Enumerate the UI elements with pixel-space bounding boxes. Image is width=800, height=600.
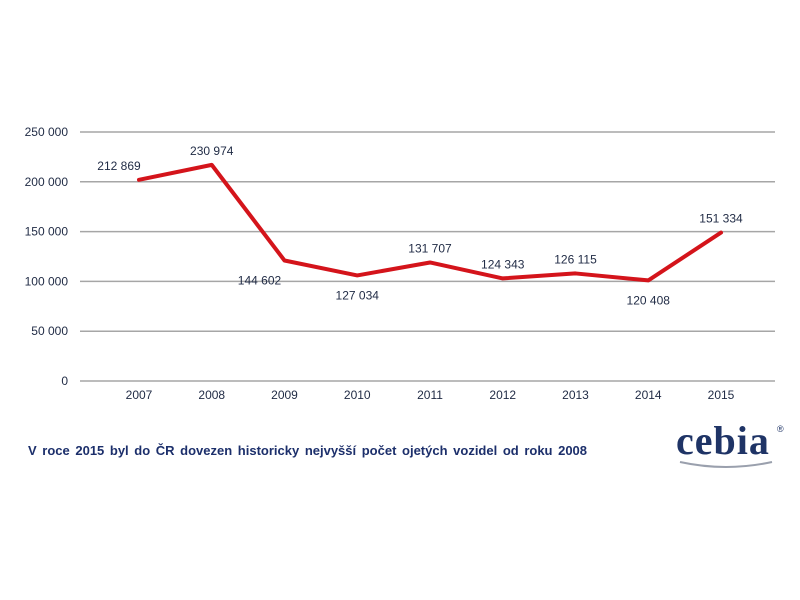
y-tick-label: 150 000	[25, 225, 69, 239]
y-tick-label: 200 000	[25, 175, 69, 189]
data-label: 151 334	[699, 212, 743, 226]
data-label: 144 602	[238, 273, 282, 287]
x-tick-label: 2014	[635, 388, 662, 402]
y-axis-ticks: 0 50 000 100 000 150 000 200 000 250 000	[25, 125, 69, 388]
x-tick-label: 2012	[489, 388, 516, 402]
data-label: 230 974	[190, 144, 234, 158]
x-tick-label: 2013	[562, 388, 589, 402]
y-tick-label: 0	[61, 374, 68, 388]
data-labels: 212 869 230 974 144 602 127 034 131 707 124 3…	[97, 144, 743, 308]
series-line	[137, 162, 723, 283]
data-label: 127 034	[336, 288, 380, 302]
data-label: 126 115	[554, 252, 597, 266]
x-tick-label: 2010	[344, 388, 371, 402]
y-tick-label: 100 000	[25, 274, 69, 288]
x-tick-label: 2009	[271, 388, 298, 402]
data-label: 120 408	[627, 293, 671, 307]
y-tick-label: 250 000	[25, 125, 69, 139]
cebia-logo: cebia ®	[676, 420, 784, 468]
x-tick-label: 2008	[198, 388, 225, 402]
x-axis-ticks: 2007 2008 2009 2010 2011 2012 2013 2014 2015	[126, 388, 735, 402]
data-label: 212 869	[97, 159, 141, 173]
grid-lines	[80, 131, 775, 382]
logo-swoosh	[679, 461, 773, 468]
x-tick-label: 2007	[126, 388, 153, 402]
registered-mark: ®	[777, 424, 784, 434]
x-tick-label: 2011	[417, 388, 443, 402]
logo-text: cebia	[676, 420, 770, 463]
chart-caption: V roce 2015 byl do ČR dovezen historicky…	[28, 443, 588, 458]
x-tick-label: 2015	[708, 388, 735, 402]
y-tick-label: 50 000	[31, 324, 68, 338]
data-label: 131 707	[408, 241, 452, 255]
data-label: 124 343	[481, 257, 525, 271]
